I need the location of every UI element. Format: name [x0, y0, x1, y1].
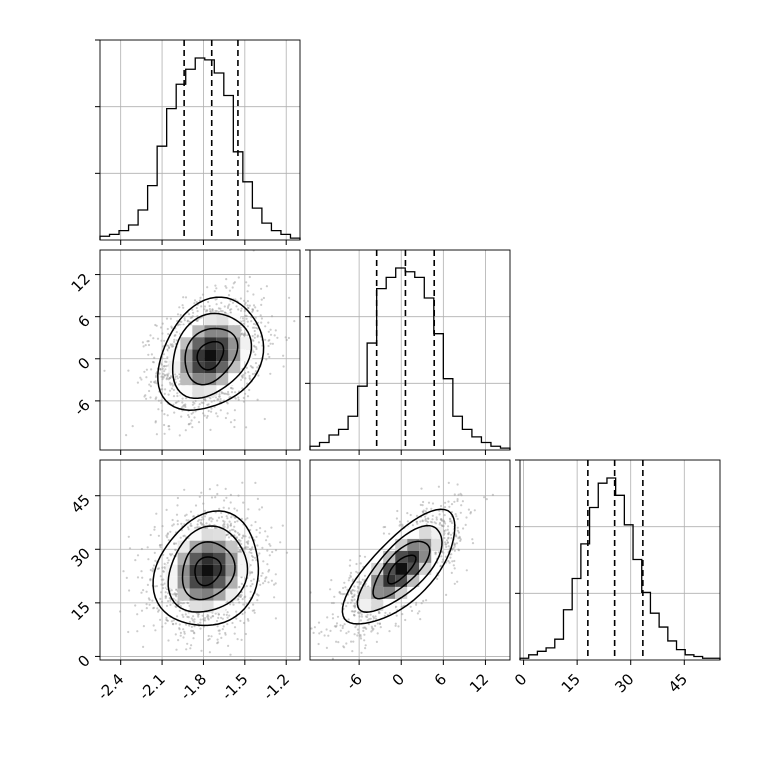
contour-2 — [167, 525, 249, 613]
contour-1 — [184, 327, 239, 386]
y-tick-label: 6 — [74, 312, 93, 331]
hist-frame — [99, 39, 301, 241]
hist-grid — [520, 460, 720, 660]
density-contours — [157, 296, 265, 411]
histogram-step-1 — [309, 267, 511, 450]
hist-grid — [100, 40, 300, 240]
x-tick-label: -1.8 — [177, 670, 210, 703]
x-tick-label: -1.5 — [218, 670, 251, 703]
histogram-step-2 — [519, 477, 721, 660]
y-tick-label: -6 — [71, 396, 94, 419]
contour-3 — [157, 296, 265, 411]
contour-0 — [196, 340, 225, 371]
hist-panel-2 — [519, 459, 721, 661]
density-contours — [341, 508, 456, 625]
density-panel-0-1 — [99, 249, 301, 451]
hist-frame — [519, 459, 721, 661]
y-tick-label: 15 — [68, 598, 94, 624]
contour-2 — [171, 312, 253, 400]
contour-1 — [372, 540, 431, 600]
contour-0 — [387, 554, 417, 585]
x-tick-label: -6 — [343, 670, 366, 693]
x-tick-label: -2.4 — [94, 670, 127, 703]
histogram-step-0 — [99, 57, 301, 240]
density-blocks — [165, 528, 250, 613]
density-blocks — [359, 526, 444, 611]
x-tick-label: 0 — [389, 670, 408, 689]
hist-panel-0 — [99, 39, 301, 241]
contour-3 — [341, 508, 456, 625]
contour-0 — [194, 556, 222, 587]
x-tick-label: -1.2 — [260, 670, 293, 703]
x-tick-label: 45 — [665, 670, 691, 696]
y-tick-label: 0 — [74, 354, 93, 373]
hist-panel-1 — [309, 249, 511, 451]
density-blocks — [168, 313, 253, 398]
density-contours — [152, 510, 260, 627]
density-panel-0-2 — [99, 459, 301, 661]
contour-3 — [152, 510, 260, 627]
x-tick-label: 0 — [511, 670, 530, 689]
x-tick-label: 30 — [611, 670, 637, 696]
x-tick-label: 6 — [431, 670, 450, 689]
x-tick-label: 15 — [558, 670, 584, 696]
contour-1 — [181, 541, 236, 601]
density-frame — [99, 249, 301, 451]
x-tick-label: -2.1 — [135, 670, 168, 703]
y-tick-label: 45 — [68, 491, 94, 517]
density-panel-1-2 — [309, 459, 511, 661]
y-tick-label: 30 — [68, 544, 94, 570]
hist-grid — [310, 250, 510, 450]
density-frame — [99, 459, 301, 661]
hist-frame — [309, 249, 511, 451]
contour-2 — [356, 524, 443, 613]
y-tick-label: 0 — [74, 652, 93, 671]
y-tick-label: 12 — [68, 270, 94, 296]
x-tick-label: 12 — [466, 670, 492, 696]
density-frame — [309, 459, 511, 661]
